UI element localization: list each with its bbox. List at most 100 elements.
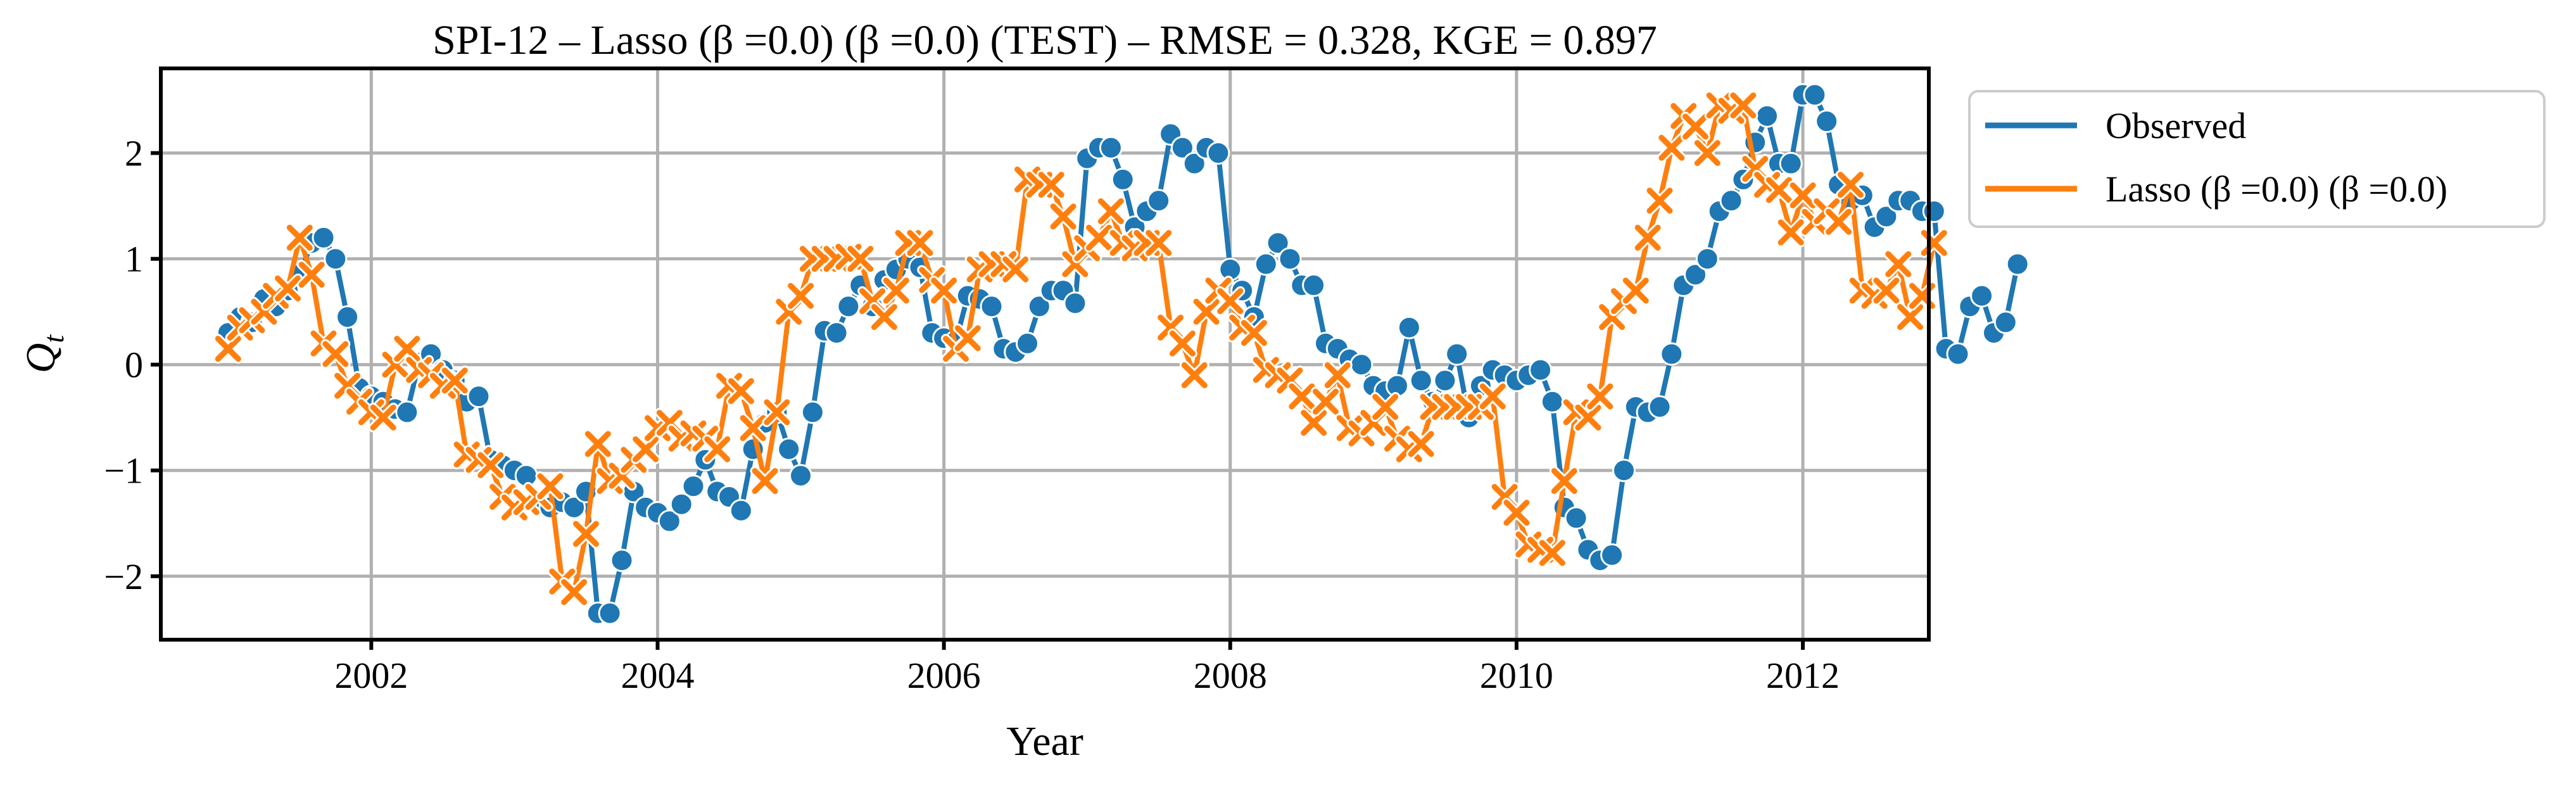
data-point-observed	[1147, 189, 1171, 213]
legend-label-observed: Observed	[2106, 105, 2246, 146]
data-point-observed	[800, 400, 824, 424]
data-point-lasso	[477, 452, 504, 478]
data-point-observed	[1409, 369, 1433, 393]
data-point-observed	[1397, 315, 1421, 339]
data-point-observed	[657, 509, 681, 533]
data-point-observed	[1564, 506, 1588, 530]
data-point-lasso	[1324, 362, 1351, 388]
data-point-lasso	[1479, 383, 1506, 410]
data-point-lasso	[394, 336, 420, 362]
data-point-lasso	[1372, 394, 1399, 421]
legend-label-lasso: Lasso (β =0.0) (β =0.0)	[2106, 168, 2447, 210]
data-point-observed	[1111, 167, 1135, 191]
data-point-observed	[598, 601, 622, 625]
data-point-observed	[789, 464, 812, 488]
data-point-observed	[1815, 110, 1839, 133]
data-point-observed	[1182, 151, 1206, 175]
data-point-observed	[777, 437, 801, 461]
x-axis-label: Year	[1006, 718, 1083, 764]
series-observed	[216, 83, 2030, 625]
data-point-observed	[467, 384, 491, 409]
data-point-lasso	[1086, 224, 1113, 251]
data-point-lasso	[274, 275, 301, 301]
data-point-observed	[1266, 231, 1290, 255]
data-point-lasso	[1408, 431, 1434, 457]
data-point-observed	[1254, 252, 1278, 276]
data-point-lasso	[1217, 288, 1244, 314]
data-point-observed	[1170, 136, 1194, 160]
data-point-observed	[1600, 543, 1624, 567]
grid	[161, 68, 1929, 640]
y-tick-label: −1	[104, 450, 143, 491]
data-point-lasso	[788, 282, 814, 309]
x-tick-label: 2012	[1766, 655, 1840, 696]
data-point-lasso	[1038, 172, 1064, 198]
data-point-lasso	[704, 436, 731, 462]
y-tick-label: 1	[125, 239, 143, 280]
data-point-lasso	[847, 246, 874, 272]
data-point-lasso	[1694, 140, 1720, 167]
data-point-lasso	[907, 230, 933, 257]
data-point-lasso	[1551, 467, 1577, 494]
data-point-observed	[1993, 310, 2017, 334]
data-point-lasso	[740, 415, 766, 441]
data-point-lasso	[728, 377, 754, 404]
data-point-lasso	[871, 304, 897, 331]
data-point-lasso	[1002, 256, 1029, 282]
legend: Observed Lasso (β =0.0) (β =0.0)	[1968, 90, 2546, 228]
data-point-lasso	[1790, 182, 1816, 208]
data-point-observed	[837, 295, 861, 319]
data-point-observed	[1206, 141, 1230, 165]
data-point-lasso	[1730, 92, 1757, 118]
data-point-lasso	[1241, 320, 1267, 346]
data-point-observed	[1695, 247, 1719, 271]
data-point-observed	[1529, 358, 1553, 382]
y-axis-label: Qt	[18, 334, 70, 374]
data-point-observed	[1027, 295, 1051, 319]
data-point-lasso	[322, 341, 349, 367]
data-point-lasso	[537, 473, 564, 500]
data-point-observed	[336, 305, 360, 329]
data-point-lasso	[954, 325, 981, 352]
data-point-lasso	[633, 436, 659, 462]
data-point-lasso	[1897, 304, 1924, 331]
data-point-observed	[1349, 353, 1373, 377]
data-point-lasso	[286, 224, 313, 251]
data-point-lasso	[883, 277, 909, 304]
data-point-observed	[980, 295, 1004, 319]
data-point-lasso	[1683, 113, 1708, 140]
data-point-observed	[1648, 395, 1672, 419]
data-point-lasso	[1169, 330, 1196, 357]
data-point-lasso	[1885, 251, 1912, 277]
data-point-observed	[1540, 390, 1564, 414]
data-point-lasso	[1777, 219, 1804, 246]
data-point-lasso	[1646, 187, 1673, 214]
data-point-observed	[1755, 104, 1779, 128]
data-point-observed	[1278, 247, 1302, 271]
data-point-observed	[1612, 459, 1636, 483]
data-point-observed	[1016, 331, 1039, 355]
chart-title: SPI-12 – Lasso (β =0.0) (β =0.0) (TEST) …	[432, 17, 1657, 63]
data-point-observed	[729, 498, 753, 523]
data-point-lasso	[1622, 277, 1649, 304]
data-point-observed	[1779, 151, 1803, 175]
data-point-observed	[1922, 200, 1946, 223]
data-point-lasso	[1312, 388, 1339, 415]
data-point-lasso	[1837, 172, 1864, 198]
x-tick-label: 2006	[907, 655, 981, 696]
data-point-lasso	[1050, 203, 1076, 230]
data-point-observed	[324, 247, 348, 271]
data-point-observed	[1946, 342, 1970, 366]
data-point-observed	[2005, 252, 2030, 276]
data-point-observed	[1719, 189, 1743, 213]
data-point-observed	[1970, 284, 1994, 308]
data-point-lasso	[1181, 362, 1208, 388]
data-point-lasso	[1146, 230, 1172, 257]
data-point-lasso	[441, 367, 468, 394]
y-tick-label: 0	[125, 345, 143, 386]
data-point-lasso	[1658, 134, 1685, 161]
y-axis-label-sub: t	[37, 334, 70, 343]
data-point-lasso	[1873, 277, 1900, 304]
y-tick-label: 2	[125, 133, 143, 174]
